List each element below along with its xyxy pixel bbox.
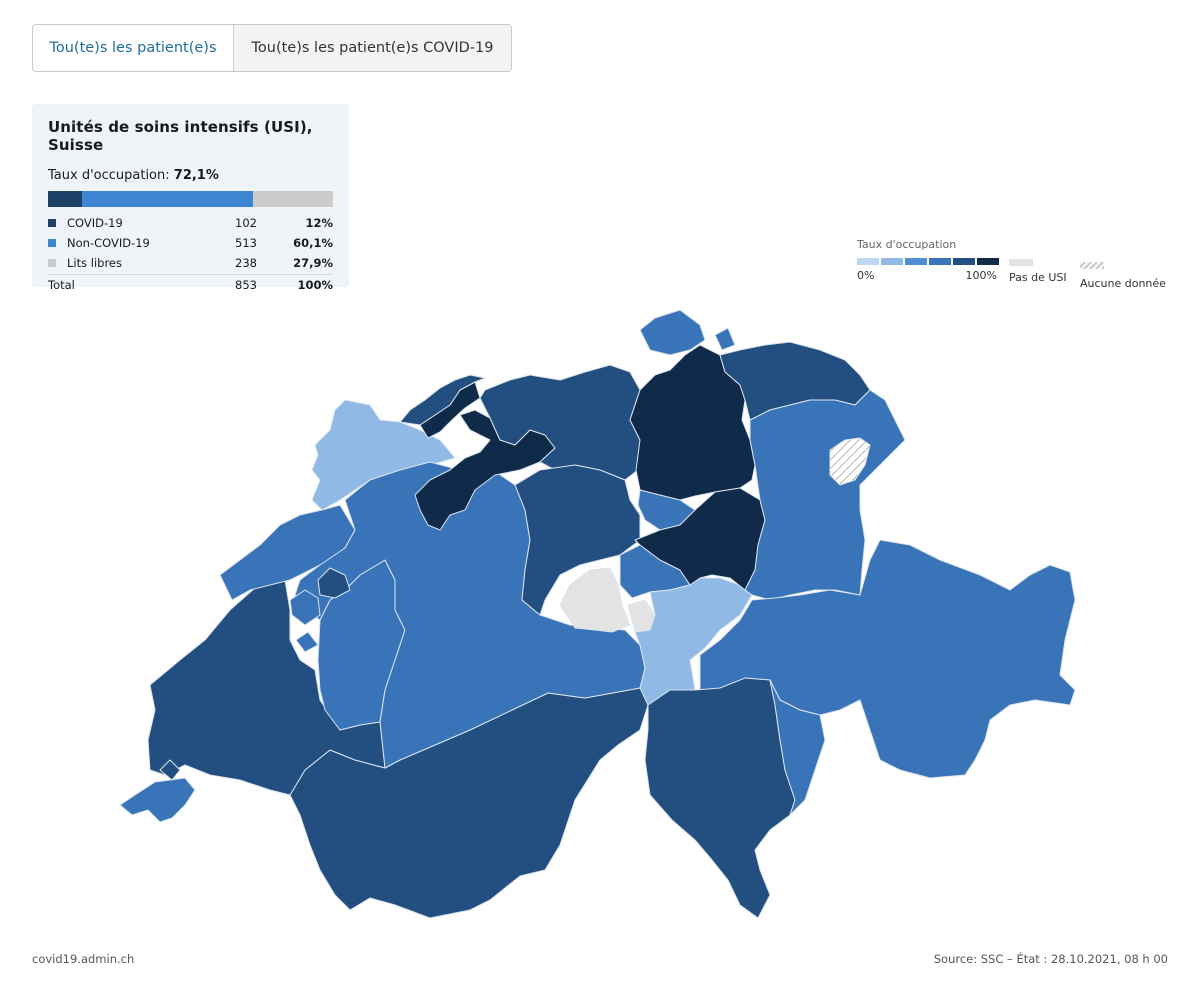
enclave-west-3[interactable]: [295, 631, 319, 653]
canton-geneva-lake-area[interactable]: [159, 759, 181, 781]
canton-schaffhausen[interactable]: [639, 309, 706, 356]
tab-all-patients[interactable]: Tou(te)s les patient(e)s: [33, 25, 233, 71]
breakdown-table: COVID-19 102 12% Non-COVID-19 513 60,1% …: [48, 213, 333, 294]
table-row-total: Total 853 100%: [48, 274, 333, 294]
ramp-step-0: [857, 258, 879, 265]
canton-basel[interactable]: [399, 374, 486, 426]
legend-no-data: Aucune donnée: [1077, 259, 1166, 290]
canton-geneva[interactable]: [119, 777, 196, 823]
ramp-step-5: [977, 258, 999, 265]
no-icu-swatch: [1009, 259, 1033, 266]
table-row-non-covid: Non-COVID-19 513 60,1%: [48, 233, 333, 253]
no-data-label: Aucune donnée: [1080, 277, 1166, 290]
bar-segment-non-covid: [82, 191, 254, 207]
row-count: 102: [235, 216, 257, 230]
tab-bar: Tou(te)s les patient(e)s Tou(te)s les pa…: [32, 24, 512, 72]
legend-max-label: 100%: [965, 269, 997, 282]
legend-min-label: 0%: [857, 269, 875, 282]
ramp-step-2: [905, 258, 927, 265]
occupancy-stacked-bar: [48, 191, 333, 207]
canton-appenzell[interactable]: [829, 437, 871, 486]
hatch-swatch: [1077, 261, 1110, 270]
canton-graubunden-misox[interactable]: [769, 679, 826, 816]
footer-site: covid19.admin.ch: [32, 952, 135, 966]
canton-uri[interactable]: [634, 577, 753, 706]
row-label: Non-COVID-19: [67, 236, 150, 250]
row-percent: 12%: [305, 216, 333, 230]
table-row-covid: COVID-19 102 12%: [48, 213, 333, 233]
row-label: COVID-19: [67, 216, 123, 230]
map-legend: Taux d'occupation 0% 100% Pas de USI Auc…: [857, 238, 1166, 290]
ramp-step-4: [953, 258, 975, 265]
footer-source: Source: SSC – État : 28.10.2021, 08 h 00: [933, 952, 1168, 966]
row-label: Total: [48, 277, 75, 292]
occupancy-rate: Taux d'occupation: 72,1%: [48, 168, 333, 183]
row-label: Lits libres: [67, 256, 122, 270]
legend-title: Taux d'occupation: [857, 238, 957, 251]
row-count: 238: [235, 256, 257, 270]
ramp-step-1: [881, 258, 903, 265]
free-beds-swatch: [48, 259, 56, 267]
icu-summary-card: Unités de soins intensifs (USI), Suisse …: [32, 104, 349, 292]
bar-segment-free-beds: [253, 191, 333, 207]
row-count: 513: [235, 236, 257, 250]
row-percent: 27,9%: [293, 256, 333, 270]
non-covid-swatch: [48, 239, 56, 247]
canton-obwalden[interactable]: [559, 567, 631, 633]
row-count: 853: [235, 277, 257, 292]
canton-schaffhausen-enclave[interactable]: [714, 327, 736, 351]
ramp-step-3: [929, 258, 951, 265]
row-percent: 60,1%: [293, 236, 333, 250]
tab-covid-patients[interactable]: Tou(te)s les patient(e)s COVID-19: [233, 25, 511, 71]
card-title: Unités de soins intensifs (USI), Suisse: [48, 118, 313, 154]
color-ramp: [857, 258, 1001, 265]
covid-swatch: [48, 219, 56, 227]
canton-ticino[interactable]: [644, 677, 796, 919]
bar-segment-covid: [48, 191, 83, 207]
canton-lucerne[interactable]: [514, 464, 641, 616]
table-row-free-beds: Lits libres 238 27,9%: [48, 253, 333, 273]
no-icu-label: Pas de USI: [1009, 271, 1067, 284]
legend-no-icu: Pas de USI: [1009, 259, 1067, 284]
row-percent: 100%: [297, 277, 333, 292]
enclave-west-2[interactable]: [317, 567, 351, 599]
occupancy-rate-value: 72,1%: [173, 168, 219, 183]
enclave-west-1[interactable]: [289, 589, 321, 626]
occupancy-rate-label: Taux d'occupation:: [48, 168, 170, 183]
